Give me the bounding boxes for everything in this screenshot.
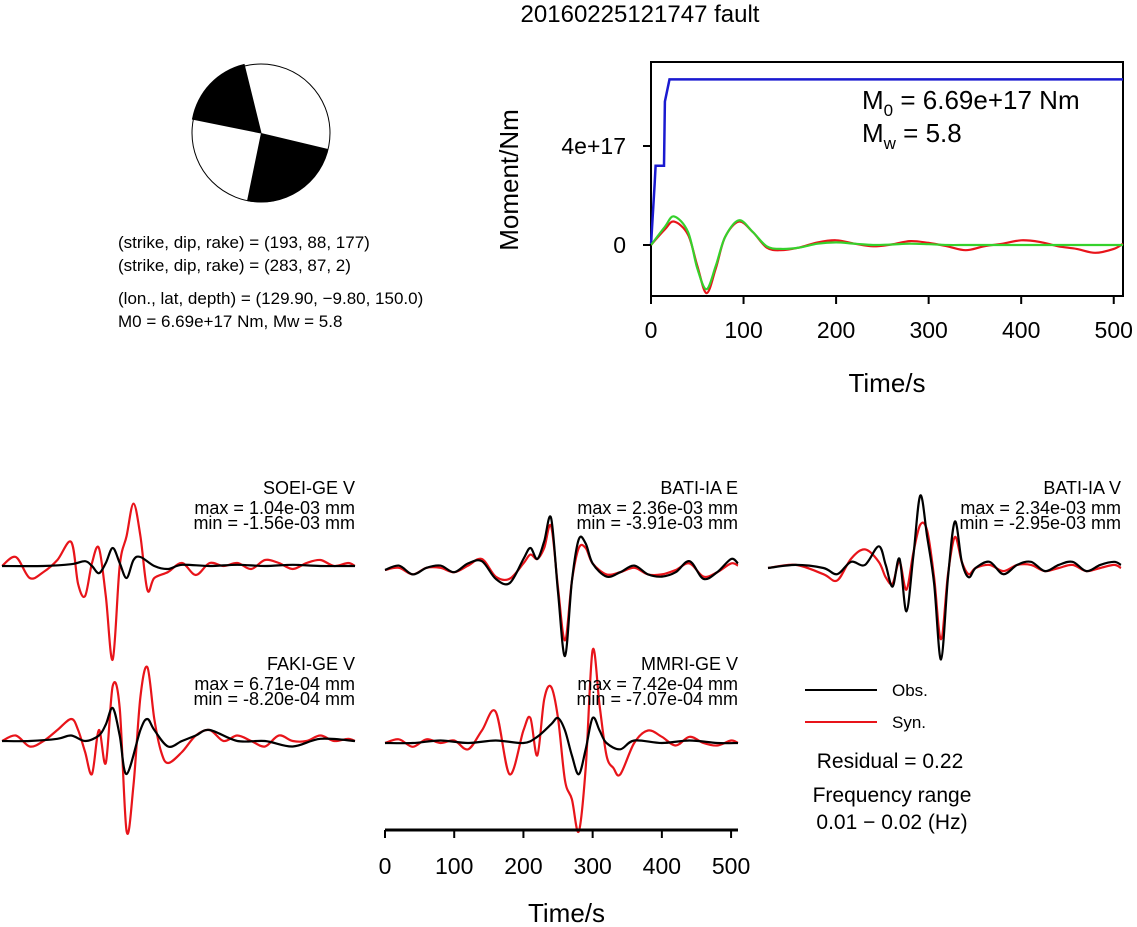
waveform-max: max = 2.36e-03 mm (577, 498, 738, 518)
frequency-range-label: Frequency range (813, 784, 972, 807)
stf-xlabel: Time/s (848, 368, 925, 398)
stf-curves (649, 78, 1124, 295)
waveform-obs (1, 546, 356, 580)
legend-syn-label: Syn. (892, 713, 926, 732)
stf-mw-label: Mw = 5.8 (862, 118, 962, 153)
stf-series-2 (650, 215, 1123, 291)
stf-axes: 0 100 200 300 400 500 0 4e+17 Time/s Moment/Nm (494, 109, 1133, 398)
waveform-title: BATI-IA E (660, 478, 738, 498)
stf-xtick-label-0: 0 (645, 317, 658, 343)
waveform-title: SOEI-GE V (263, 478, 355, 498)
stf-xtick-label-400: 400 (1002, 317, 1040, 343)
waveform-min: min = -1.56e-03 mm (193, 513, 355, 533)
stf-panel: 0 100 200 300 400 500 0 4e+17 Time/s Moment/Nm M0… (494, 61, 1133, 398)
waveform-xtick-label-300: 300 (573, 853, 611, 879)
nodal-plane-2: (strike, dip, rake) = (283, 87, 2) (118, 256, 351, 275)
waveform-min: min = -8.20e-04 mm (193, 689, 355, 709)
waveform-title: BATI-IA V (1043, 478, 1121, 498)
legend: Obs. Syn. Residual = 0.22 Frequency rang… (805, 681, 971, 834)
waveform-min: min = -7.07e-04 mm (576, 689, 738, 709)
stf-frame (650, 61, 1124, 297)
figure-title: 20160225121747 fault (521, 1, 760, 28)
stf-xtick-label-500: 500 (1095, 317, 1133, 343)
legend-obs-label: Obs. (892, 681, 928, 700)
stf-series-0 (649, 78, 1123, 246)
waveform-obs (384, 716, 739, 776)
waveform-xtick-label-500: 500 (712, 853, 750, 879)
waveform-syn (384, 647, 739, 833)
waveform-xtick-label-400: 400 (643, 853, 681, 879)
waveform-obs (384, 515, 739, 658)
stf-xtick-label-300: 300 (909, 317, 947, 343)
waveform-max: max = 1.04e-03 mm (194, 498, 355, 518)
waveform-max: max = 7.42e-04 mm (577, 674, 738, 694)
residual-label: Residual = 0.22 (817, 750, 964, 773)
waveform-syn (1, 665, 356, 835)
waveform-xtick-label-100: 100 (435, 853, 473, 879)
stf-ytick-label-4e+17: 4e+17 (561, 133, 626, 159)
waveform-obs (1, 706, 356, 776)
moment-summary: M0 = 6.69e+17 Nm, Mw = 5.8 (118, 312, 342, 331)
frequency-range-value: 0.01 − 0.02 (Hz) (816, 811, 967, 834)
waveform-max: max = 2.34e-03 mm (960, 498, 1121, 518)
stf-m0-label: M0 = 6.69e+17 Nm (862, 85, 1080, 120)
stf-xtick-label-200: 200 (817, 317, 855, 343)
waveform-syn (1, 502, 356, 661)
waveform-xlabel: Time/s (528, 898, 605, 927)
stf-ytick-label-0: 0 (613, 232, 626, 258)
stf-series-1 (650, 220, 1124, 295)
hypocenter-location: (lon., lat, depth) = (129.90, −9.80, 150… (118, 289, 423, 308)
waveform-title: FAKI-GE V (267, 654, 355, 674)
beachball (191, 63, 331, 203)
waveform-min: min = -2.95e-03 mm (959, 513, 1121, 533)
waveform-max: max = 6.71e-04 mm (194, 674, 355, 694)
waveform-title: MMRI-GE V (641, 654, 738, 674)
nodal-plane-1: (strike, dip, rake) = (193, 88, 177) (118, 233, 370, 252)
waveform-min: min = -3.91e-03 mm (576, 513, 738, 533)
stf-xtick-label-100: 100 (724, 317, 762, 343)
waveform-xtick-label-200: 200 (504, 853, 542, 879)
waveform-obs (767, 494, 1122, 661)
waveform-xtick-label-0: 0 (379, 853, 392, 879)
stf-ylabel: Moment/Nm (494, 109, 524, 251)
